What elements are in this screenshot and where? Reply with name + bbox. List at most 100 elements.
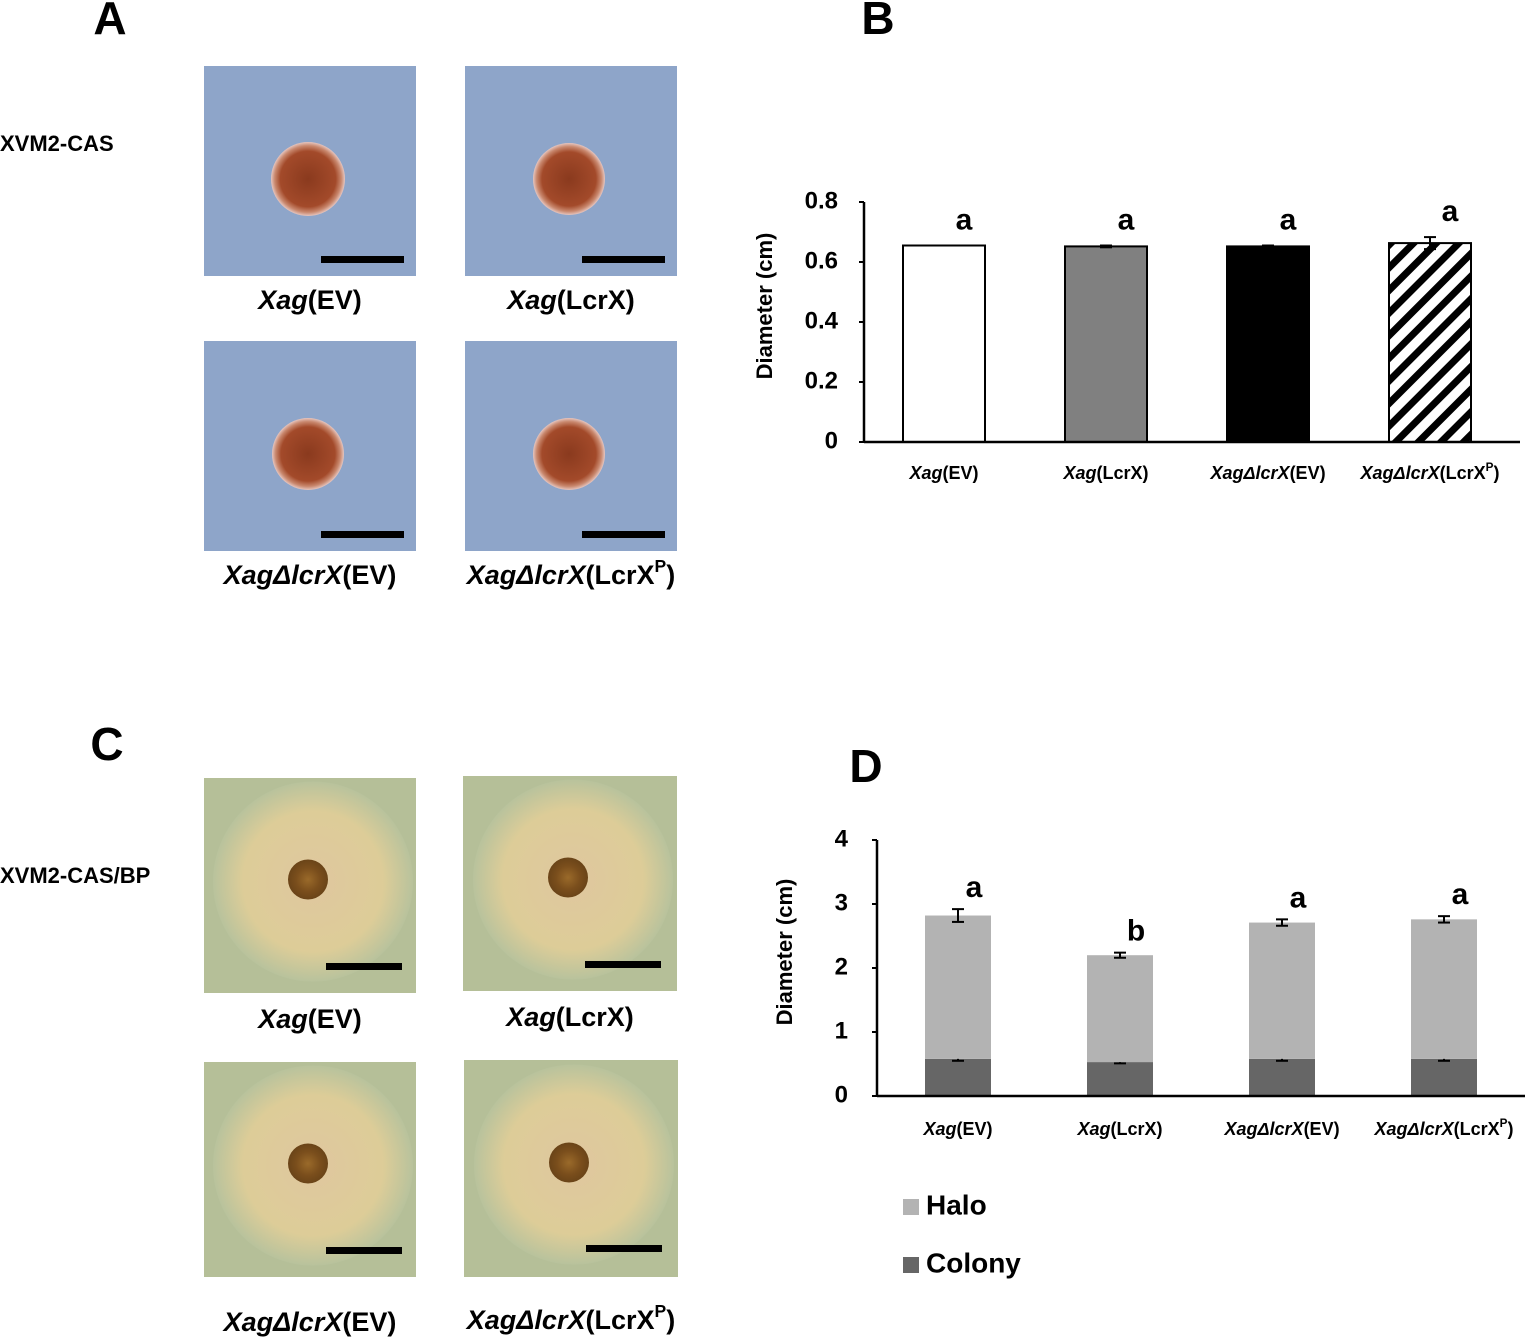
label-part: (LcrX): [557, 285, 635, 315]
label-part: XagΔlcrX: [1209, 463, 1290, 483]
bar-segment: [1087, 955, 1153, 1063]
scale-bar: [582, 256, 665, 263]
label: Xag(LcrX): [504, 1002, 634, 1032]
label-part: (EV): [308, 1004, 362, 1034]
significance-letter: a: [1118, 203, 1135, 236]
label: XagΔlcrX(EV): [1223, 1119, 1339, 1139]
panel-letter: D: [849, 740, 882, 792]
label: Xag(EV): [908, 463, 978, 483]
legend-swatch: [903, 1257, 919, 1273]
significance-letter: a: [1290, 881, 1307, 914]
colony: [288, 859, 328, 900]
y-tick-label: 4: [835, 825, 849, 852]
label-part: Xag: [908, 463, 942, 483]
label-part: XagΔlcrX: [465, 560, 588, 590]
label-part: Xag: [504, 1002, 556, 1032]
bar-segment: [1249, 1058, 1315, 1096]
label-part: Xag: [505, 285, 557, 315]
y-tick-label: 2: [835, 953, 848, 980]
label-part: XagΔlcrX: [1360, 463, 1441, 483]
row-label: XVM2-CAS/BP: [0, 863, 150, 888]
error-bar: [1438, 915, 1450, 924]
label-part: XagΔlcrX: [222, 1307, 345, 1337]
colony: [533, 418, 605, 490]
label-part: (LcrX): [1111, 1119, 1163, 1139]
scale-bar: [326, 1247, 402, 1254]
label-part: XagΔlcrX: [465, 1305, 588, 1335]
panel-letter: B: [861, 0, 894, 44]
label-part: (EV): [308, 285, 362, 315]
colony: [549, 1142, 589, 1183]
label-part: (LcrX: [1454, 1119, 1500, 1139]
label-part: (LcrX: [1440, 463, 1486, 483]
label: Xag(LcrX): [1062, 463, 1148, 483]
y-tick-label: 0.6: [805, 247, 838, 274]
label-part: (LcrX): [1097, 463, 1149, 483]
label-part: Xag: [256, 1004, 308, 1034]
colony: [271, 142, 345, 216]
panel-letter: A: [93, 0, 126, 44]
label: Xag(LcrX): [505, 285, 635, 315]
significance-letter: b: [1127, 915, 1145, 948]
label-part: XagΔlcrX: [222, 560, 345, 590]
bar-segment: [1249, 922, 1315, 1059]
scale-bar: [321, 256, 404, 263]
significance-letter: a: [956, 203, 973, 236]
legend-swatch: [903, 1199, 919, 1215]
label: Xag(EV): [256, 285, 362, 315]
error-bar: [1114, 951, 1126, 959]
label: XagΔlcrX(LcrXP): [465, 556, 675, 590]
label: XagΔlcrX(EV): [1209, 463, 1325, 483]
label-part: (EV): [943, 463, 979, 483]
scale-bar: [321, 531, 404, 538]
y-axis-label: Diameter (cm): [752, 233, 777, 380]
error-bar: [1276, 918, 1288, 927]
y-tick-label: 0: [835, 1081, 848, 1108]
colony: [533, 143, 605, 215]
label: XagΔlcrX(LcrXP): [1360, 461, 1500, 483]
label-part: (EV): [957, 1119, 993, 1139]
label-part: ): [1493, 463, 1499, 483]
label-part: P: [655, 1301, 667, 1321]
label: Xag(LcrX): [1076, 1119, 1162, 1139]
label-part: (LcrX): [556, 1002, 634, 1032]
label-part: (LcrX: [585, 560, 654, 590]
colony: [288, 1143, 328, 1184]
label-part: (EV): [342, 560, 396, 590]
label: Xag(EV): [922, 1119, 992, 1139]
significance-letter: a: [1280, 203, 1297, 236]
scale-bar: [586, 1245, 662, 1252]
label-part: (EV): [1304, 1119, 1340, 1139]
y-tick-label: 0.4: [805, 307, 839, 334]
bar: [1064, 245, 1148, 443]
significance-letter: a: [1452, 878, 1469, 911]
label-part: Xag: [1076, 1119, 1110, 1139]
bar: [1388, 242, 1472, 443]
significance-letter: a: [966, 871, 983, 904]
label-part: P: [1486, 461, 1494, 474]
error-bar: [1424, 236, 1436, 251]
label: XagΔlcrX(EV): [222, 560, 397, 590]
y-tick-label: 0.8: [805, 187, 838, 214]
label-part: P: [655, 556, 667, 576]
bar-segment: [1411, 1058, 1477, 1096]
label-part: (EV): [1290, 463, 1326, 483]
bar-segment: [1411, 919, 1477, 1059]
label-part: XagΔlcrX: [1374, 1119, 1455, 1139]
legend-label: Colony: [926, 1247, 1021, 1278]
label: Xag(EV): [256, 1004, 362, 1034]
label-part: (EV): [342, 1307, 396, 1337]
scale-bar: [585, 961, 661, 968]
colony: [272, 418, 344, 490]
label-part: Xag: [256, 285, 308, 315]
scale-bar: [582, 531, 665, 538]
label-part: Xag: [1062, 463, 1096, 483]
label: XagΔlcrX(EV): [222, 1307, 397, 1337]
label-part: ): [666, 1305, 675, 1335]
panel-letter: C: [90, 718, 123, 770]
bar-segment: [1087, 1062, 1153, 1096]
bar-segment: [925, 915, 991, 1059]
colony: [548, 857, 588, 898]
label: XagΔlcrX(LcrXP): [465, 1301, 675, 1335]
